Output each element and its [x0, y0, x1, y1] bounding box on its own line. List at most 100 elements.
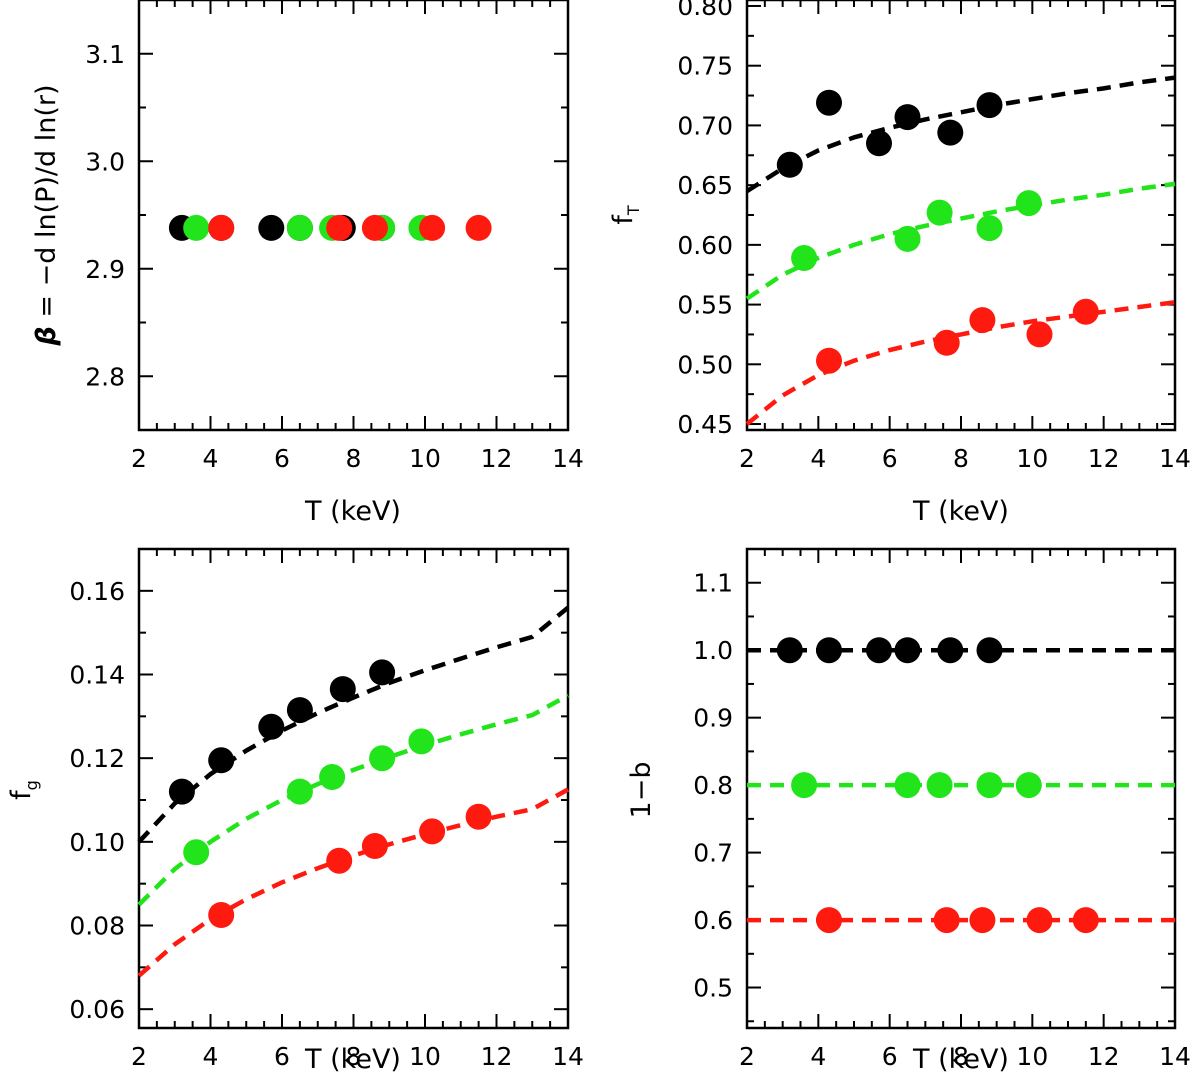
- x-tick-label: 14: [552, 1042, 584, 1071]
- data-point-red: [1026, 907, 1053, 934]
- y-tick-label: 0.12: [69, 744, 125, 773]
- data-point-red: [1072, 907, 1099, 934]
- data-point-red: [933, 907, 960, 934]
- y-tick-label: 0.8: [693, 771, 733, 800]
- x-axis-label: T (keV): [304, 496, 401, 527]
- x-tick-label: 12: [481, 1042, 513, 1071]
- data-point-red: [933, 329, 960, 356]
- data-point-green: [791, 245, 818, 271]
- x-axis-label: T (keV): [912, 1044, 1009, 1075]
- plot-frame: [745, 0, 1177, 432]
- y-tick-label: 0.14: [69, 661, 125, 690]
- x-tick-label: 14: [1159, 1042, 1191, 1071]
- data-point-red: [816, 347, 842, 374]
- data-point-black: [369, 659, 396, 686]
- data-point-green: [286, 214, 313, 241]
- x-tick-label: 10: [409, 444, 441, 473]
- x-tick-label: 10: [1016, 1042, 1048, 1071]
- data-point-black: [937, 119, 964, 146]
- x-tick-label: 4: [810, 444, 826, 473]
- x-tick-label: 12: [481, 444, 513, 473]
- fit-line: [745, 181, 1176, 301]
- data-point-red: [816, 907, 842, 934]
- y-axis-label-sub: T: [624, 205, 643, 216]
- data-point-black: [776, 637, 803, 664]
- data-point-red: [208, 214, 235, 241]
- data-point-black: [816, 89, 842, 116]
- y-tick-label: 0.45: [677, 410, 733, 439]
- x-tick-label: 10: [1016, 444, 1048, 473]
- data-point-red: [361, 833, 388, 859]
- data-point-black: [329, 676, 356, 703]
- x-tick-label: 8: [346, 444, 362, 473]
- data-point-green: [976, 215, 1003, 242]
- data-point-red: [361, 214, 388, 241]
- y-tick-label: 0.9: [693, 704, 733, 733]
- data-point-green: [369, 745, 396, 772]
- data-point-black: [976, 92, 1003, 119]
- data-point-black: [866, 637, 892, 664]
- data-point-black: [168, 778, 195, 805]
- x-tick-label: 8: [953, 1042, 969, 1071]
- panel-fg: 2 4 6 8 10 12 14 0.06 0.08 0.10 0.12 0.14 0.16 T (k…: [6, 547, 584, 1075]
- x-tick-label: 2: [131, 444, 147, 473]
- x-tick-label: 2: [739, 1042, 755, 1071]
- x-tick-label: 4: [810, 1042, 826, 1071]
- x-axis-label: T (keV): [304, 1044, 401, 1075]
- data-point-green: [976, 772, 1003, 799]
- panel-fT: 2 4 6 8 10 12 14 0.45 0.50 0.55 0.60 0.65 0.70 0.75 0…: [608, 0, 1191, 527]
- fit-line: [137, 605, 570, 844]
- y-tick-label: 0.55: [677, 291, 733, 320]
- x-tick-label: 2: [131, 1042, 147, 1071]
- data-point-black: [937, 637, 964, 664]
- data-point-black: [258, 713, 285, 740]
- data-point-red: [465, 214, 492, 241]
- y-tick-label: 0.7: [693, 839, 733, 868]
- data-point-red: [326, 214, 353, 241]
- fit-line: [137, 693, 570, 907]
- data-point-black: [258, 214, 285, 241]
- y-tick-label: 3.0: [85, 147, 125, 176]
- x-tick-label: 6: [274, 444, 290, 473]
- y-tick-label: 1.0: [693, 636, 733, 665]
- y-tick-label: 0.50: [677, 350, 733, 379]
- data-point-black: [816, 637, 842, 664]
- y-tick-label: 0.5: [693, 974, 733, 1003]
- data-point-red: [465, 803, 492, 830]
- y-axis-label: fg: [6, 780, 41, 800]
- data-point-red: [1072, 298, 1099, 325]
- data-point-red: [326, 847, 353, 874]
- data-point-black: [894, 104, 921, 131]
- data-point-black: [976, 637, 1003, 664]
- x-tick-label: 6: [882, 444, 898, 473]
- plot-frame: [137, 547, 570, 1030]
- data-point-red: [208, 902, 235, 928]
- x-tick-label: 6: [882, 1042, 898, 1071]
- fit-line: [745, 299, 1176, 426]
- data-point-red: [419, 214, 446, 241]
- x-tick-label: 8: [953, 444, 969, 473]
- data-point-green: [926, 772, 953, 799]
- x-tick-label: 12: [1088, 1042, 1120, 1071]
- y-tick-label: 0.60: [677, 231, 733, 260]
- x-tick-label: 6: [274, 1042, 290, 1071]
- y-axis-label-main: f: [608, 214, 639, 225]
- x-axis-label: T (keV): [912, 496, 1009, 527]
- x-tick-label: 4: [203, 444, 219, 473]
- data-point-green: [1015, 772, 1042, 799]
- data-point-red: [969, 907, 996, 934]
- x-tick-label: 14: [1159, 444, 1191, 473]
- panel-beta: 2 4 6 8 10 12 14 2.8 2.9 3.0 3.1 T (keV) β = −d l…: [31, 0, 584, 527]
- data-point-black: [894, 637, 921, 664]
- plot-frame: [137, 0, 570, 432]
- fit-line: [137, 787, 570, 978]
- data-point-green: [183, 214, 210, 241]
- y-tick-label: 2.8: [85, 362, 125, 391]
- y-axis-label-beta: β: [31, 326, 62, 346]
- x-tick-label: 12: [1088, 444, 1120, 473]
- data-point-black: [866, 130, 892, 157]
- data-point-green: [286, 778, 313, 805]
- data-point-black: [286, 697, 313, 724]
- y-tick-label: 2.9: [85, 255, 125, 284]
